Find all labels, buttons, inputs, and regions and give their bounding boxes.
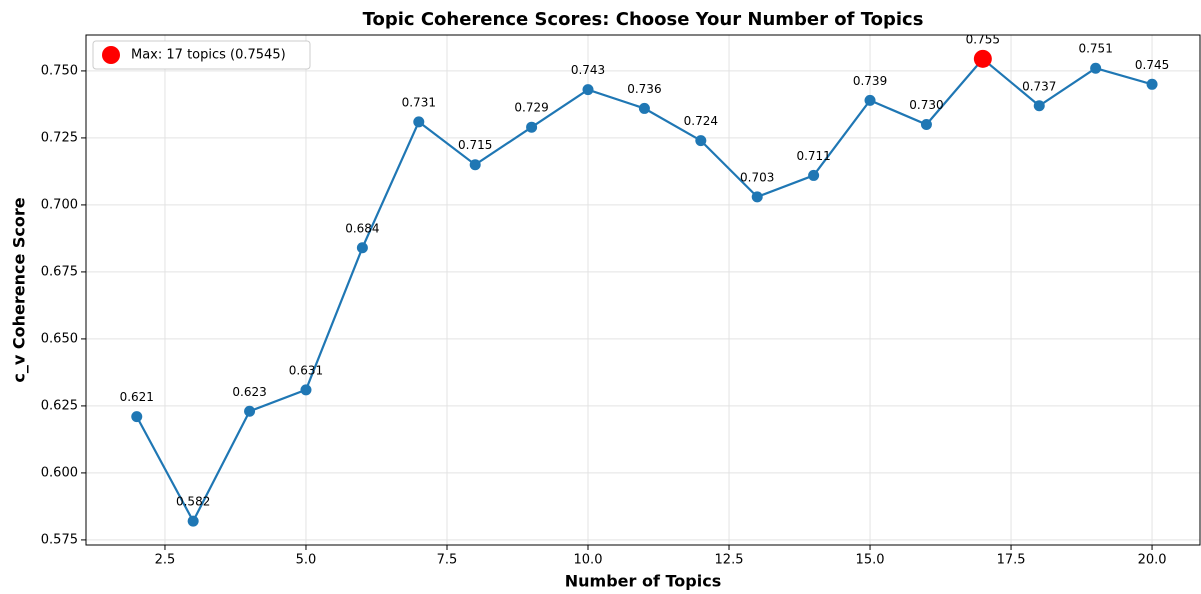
point bbox=[638, 102, 650, 114]
data-label: 0.715 bbox=[458, 138, 492, 152]
data-label: 0.731 bbox=[402, 95, 436, 109]
x-tick-label: 15.0 bbox=[856, 553, 885, 568]
data-label: 0.631 bbox=[289, 363, 323, 377]
point bbox=[1146, 78, 1158, 90]
point bbox=[300, 384, 312, 396]
data-label: 0.736 bbox=[627, 82, 661, 96]
point bbox=[131, 411, 143, 423]
data-label: 0.711 bbox=[796, 149, 830, 163]
point bbox=[751, 191, 763, 203]
point bbox=[1033, 100, 1045, 112]
point bbox=[469, 159, 481, 171]
point bbox=[864, 94, 876, 106]
data-label: 0.623 bbox=[232, 385, 266, 399]
x-tick-label: 10.0 bbox=[574, 553, 603, 568]
x-axis-label: Number of Topics bbox=[565, 572, 721, 591]
point bbox=[1090, 62, 1102, 74]
x-tick-label: 7.5 bbox=[437, 553, 458, 568]
legend-label: Max: 17 topics (0.7545) bbox=[131, 48, 286, 63]
data-label: 0.745 bbox=[1135, 58, 1169, 72]
y-tick-label: 0.675 bbox=[41, 264, 78, 279]
point bbox=[582, 84, 594, 96]
point bbox=[695, 135, 707, 147]
max-point bbox=[973, 49, 992, 68]
point bbox=[920, 119, 932, 131]
data-label: 0.724 bbox=[684, 114, 718, 128]
legend-box bbox=[92, 40, 311, 70]
y-tick-label: 0.625 bbox=[41, 398, 78, 413]
chart-title: Topic Coherence Scores: Choose Your Numb… bbox=[363, 9, 924, 30]
legend: Max: 17 topics (0.7545) bbox=[92, 40, 311, 70]
plot-frame bbox=[85, 34, 1201, 546]
y-axis-label: c_v Coherence Score bbox=[10, 197, 29, 382]
y-tick-label: 0.600 bbox=[41, 465, 78, 480]
data-label: 0.621 bbox=[120, 390, 154, 404]
y-tick-label: 0.700 bbox=[41, 197, 78, 212]
point bbox=[356, 242, 368, 254]
y-tick-label: 0.650 bbox=[41, 331, 78, 346]
line bbox=[135, 57, 1153, 524]
point bbox=[244, 405, 256, 417]
x-tick-label: 20.0 bbox=[1138, 553, 1167, 568]
data-label: 0.751 bbox=[1078, 42, 1112, 56]
y-tick-label: 0.725 bbox=[41, 130, 78, 145]
point bbox=[808, 169, 820, 181]
data-label: 0.684 bbox=[345, 221, 379, 235]
data-label: 0.755 bbox=[966, 32, 1000, 46]
x-tick-label: 5.0 bbox=[296, 553, 317, 568]
data-label: 0.730 bbox=[909, 98, 943, 112]
data-label: 0.582 bbox=[176, 495, 210, 509]
legend-marker bbox=[102, 46, 120, 64]
point bbox=[187, 515, 199, 527]
point bbox=[526, 121, 538, 133]
data-label: 0.743 bbox=[571, 63, 605, 77]
point bbox=[413, 116, 425, 128]
data-label: 0.737 bbox=[1022, 79, 1056, 93]
y-tick-label: 0.750 bbox=[41, 63, 78, 78]
data-label: 0.703 bbox=[740, 170, 774, 184]
data-label: 0.729 bbox=[514, 101, 548, 115]
x-tick-label: 17.5 bbox=[997, 553, 1026, 568]
x-tick-label: 12.5 bbox=[715, 553, 744, 568]
x-tick-label: 2.5 bbox=[155, 553, 176, 568]
data-label: 0.739 bbox=[853, 74, 887, 88]
y-tick-label: 0.575 bbox=[41, 532, 78, 547]
